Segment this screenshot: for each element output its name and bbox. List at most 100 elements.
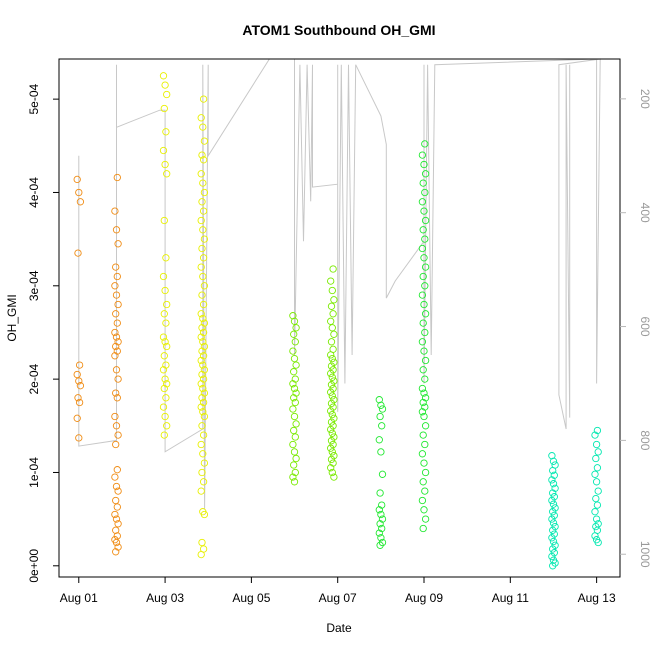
data-point [420,412,428,421]
data-point [551,522,559,531]
data-point [327,399,336,408]
y2-tick-label: 800 [638,430,650,450]
data-point [198,347,206,355]
data-point [330,396,338,404]
x-tick-label: Aug 03 [146,591,184,605]
data-point [421,310,430,318]
data-point [327,464,335,472]
data-point [418,291,427,299]
data-point [419,524,427,533]
y-tick-label: 0e+00 [27,549,41,583]
data-point [327,351,335,359]
data-point [160,431,168,439]
data-point [328,373,336,381]
data-point [197,114,205,122]
data-point [112,422,121,430]
data-point [420,207,428,215]
data-point [327,317,335,325]
data-point [329,265,337,273]
data-point [291,338,299,346]
data-point [330,414,338,422]
data-point [329,384,337,393]
data-point [327,362,336,370]
data-point [327,388,335,396]
data-point [198,198,206,206]
data-point [197,403,205,411]
data-point [378,405,387,413]
data-point [199,450,207,458]
data-point [593,426,602,435]
data-point [199,408,207,416]
data-point [329,422,337,430]
data-point [161,160,169,169]
data-point [290,368,298,376]
data-point [290,461,298,469]
data-point [329,459,337,467]
data-point [328,429,336,437]
data-point [161,338,169,346]
data-point [292,361,300,369]
data-point [199,478,208,486]
x-tick-label: Aug 07 [319,591,357,605]
data-point [548,476,556,484]
data-point [421,188,429,197]
data-point [73,175,81,184]
data-point [593,501,602,509]
data-point [330,433,338,441]
data-point [594,448,602,456]
data-point [549,480,558,488]
data-point [292,389,300,397]
data-point [421,140,429,148]
data-point [592,454,600,463]
data-point [199,123,207,131]
data-point [419,179,427,187]
data-point [199,398,208,407]
data-point [328,392,336,400]
data-point [591,431,599,439]
data-point [162,128,170,136]
data-point [163,300,171,309]
data-point [592,440,601,449]
data-point [199,328,208,337]
y2-tick-label: 1000 [638,541,650,568]
data-point [550,530,558,538]
data-point [197,310,205,318]
data-point [419,398,427,407]
data-point [375,396,383,404]
data-point [199,95,208,103]
data-point [550,471,558,479]
data-point [200,412,209,421]
data-point [199,226,207,234]
data-point [327,277,335,285]
data-point [548,552,556,561]
data-point [549,466,557,475]
y-tick-label: 2e-04 [27,363,41,394]
data-point [111,207,119,215]
data-point [161,375,169,383]
data-point [197,170,205,178]
data-point [290,478,299,486]
data-point [160,216,168,225]
data-point [163,342,171,351]
data-point [199,431,208,439]
data-point [112,226,121,234]
data-point [376,520,384,528]
data-point [419,478,427,486]
data-point [200,319,209,327]
data-point [378,524,386,533]
data-point [292,324,300,332]
data-point [197,333,205,341]
data-point [549,545,557,553]
data-point [550,493,558,501]
data-point [375,529,383,537]
data-point [163,422,171,430]
data-point [327,455,336,464]
data-point [162,254,170,262]
data-point [592,515,601,523]
data-point [418,198,427,206]
data-point [327,369,335,378]
data-point [549,457,558,465]
data-point [290,384,299,393]
data-point [197,356,205,365]
